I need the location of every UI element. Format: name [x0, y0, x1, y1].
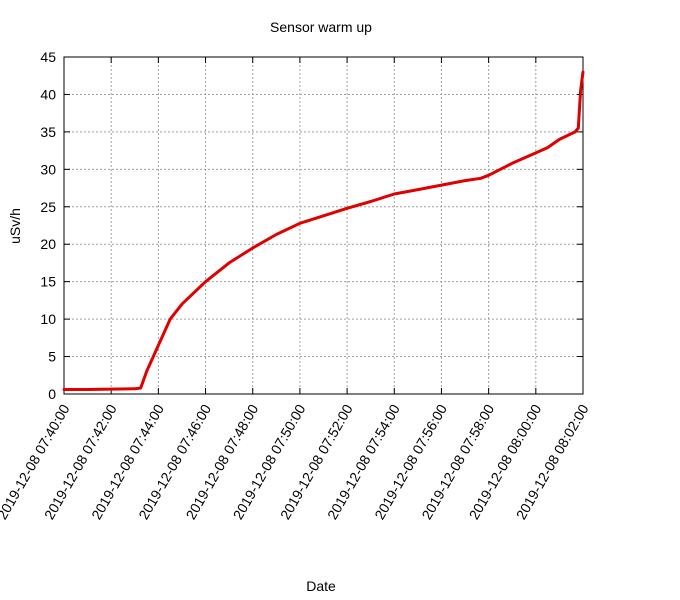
y-tick-label: 40 [40, 86, 56, 102]
y-tick-label: 45 [40, 49, 56, 65]
x-axis-label: Date [306, 578, 336, 594]
y-tick-label: 5 [48, 349, 56, 365]
y-tick-label: 15 [40, 274, 56, 290]
grid [64, 57, 583, 394]
y-tick-label: 0 [48, 386, 56, 402]
y-tick-label: 30 [40, 161, 56, 177]
y-axis: 0 5 10 15 20 25 30 35 40 45 [40, 49, 583, 402]
y-tick-label: 10 [40, 311, 56, 327]
chart-title: Sensor warm up [270, 19, 372, 35]
series-group [62, 70, 585, 391]
y-axis-label: uSv/h [7, 208, 23, 244]
plot-frame [63, 56, 584, 395]
y-tick-label: 20 [40, 236, 56, 252]
y-tick-label: 35 [40, 124, 56, 140]
series-line [62, 70, 585, 391]
y-tick-label: 25 [40, 199, 56, 215]
